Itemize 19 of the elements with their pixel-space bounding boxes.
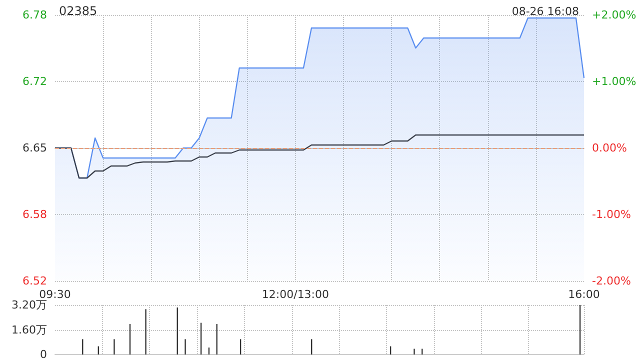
y2-tick-label: +2.00% — [592, 8, 636, 22]
y-tick-label: 1.60万 — [12, 323, 47, 336]
y-tick-label: 6.65 — [22, 142, 47, 154]
y-tick-label: 0 — [40, 348, 47, 360]
annotation: 08-26 16:08 — [512, 5, 580, 18]
x-tick-label: 16:00 — [568, 288, 600, 301]
y2-tick-label: -2.00% — [592, 274, 631, 288]
y-tick-label: 6.58 — [22, 208, 47, 221]
y-tick-label: 6.72 — [22, 75, 47, 88]
line-series — [54, 134, 585, 179]
y-tick-label: 6.78 — [22, 8, 47, 22]
y2-tick-label: 0.00% — [592, 142, 627, 154]
x-tick-label: 09:30 — [39, 288, 71, 301]
y2-tick-label: -1.00% — [592, 208, 631, 221]
y2-tick-label: +1.00% — [592, 75, 636, 88]
chart-title: 02385 — [59, 4, 98, 18]
x-tick-label: 12:00/13:00 — [262, 288, 330, 301]
y-tick-label: 3.20万 — [12, 298, 47, 312]
y-tick-label: 6.52 — [22, 274, 47, 288]
